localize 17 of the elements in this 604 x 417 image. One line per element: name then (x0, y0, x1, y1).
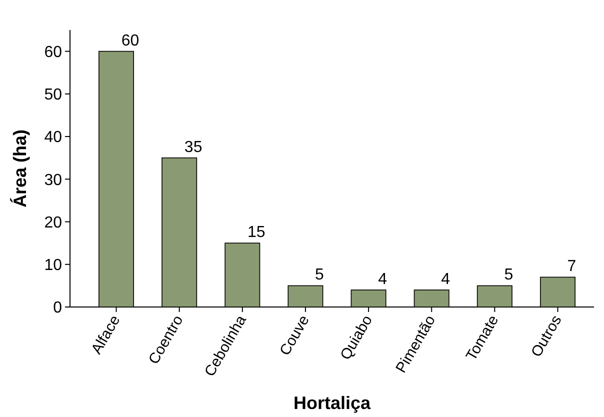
data-label: 5 (315, 266, 324, 284)
y-tick-label: 60 (44, 44, 62, 61)
x-axis-title: Hortaliça (293, 393, 372, 413)
y-tick-label: 40 (44, 129, 62, 146)
data-label: 60 (121, 32, 140, 50)
y-tick-label: 50 (44, 86, 62, 104)
y-tick-label: 10 (44, 256, 62, 274)
data-label: 7 (567, 258, 576, 276)
y-tick-label: 0 (53, 300, 62, 317)
y-axis-title: Área (ha) (10, 129, 30, 208)
y-tick-label: 20 (44, 214, 62, 232)
data-label: 4 (378, 270, 388, 288)
data-label: 5 (504, 266, 514, 284)
data-label: 35 (184, 138, 202, 156)
y-tick-label: 30 (44, 172, 62, 189)
data-label: 4 (441, 270, 450, 288)
data-label: 15 (248, 224, 266, 242)
